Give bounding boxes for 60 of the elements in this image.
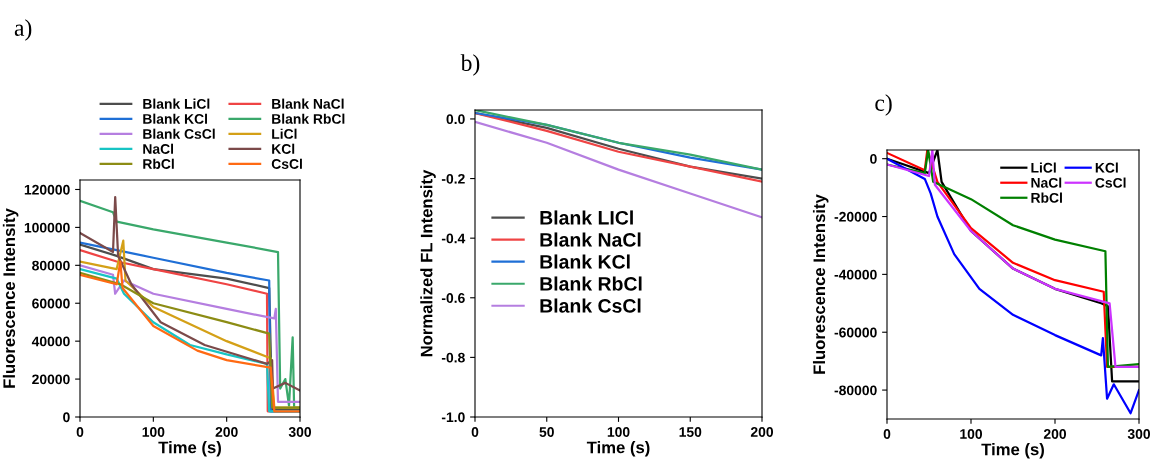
legend-label: Blank RbCl	[272, 113, 345, 124]
y-tick-label: -0.6	[441, 293, 465, 303]
x-tick-label: 200	[215, 427, 238, 437]
legend-label: RbCl	[143, 158, 174, 169]
x-axis-title: Time (s)	[586, 441, 650, 457]
legend-label: Blank NaCl	[540, 232, 641, 247]
y-tick-label: -20000	[834, 211, 877, 222]
y-tick-label: 80000	[32, 260, 70, 271]
x-tick-label: 100	[607, 427, 630, 437]
legend-label: CsCl	[1095, 177, 1126, 188]
x-tick-label: 150	[679, 427, 702, 437]
x-tick-label: 200	[750, 427, 774, 437]
legend-label: Blank KCl	[143, 113, 207, 124]
legend-label: KCl	[272, 143, 295, 154]
y-tick-label: -1.0	[441, 412, 465, 423]
legend-label: KCl	[1095, 162, 1118, 173]
y-tick-label: -0.4	[441, 233, 466, 244]
legend-label: LiCl	[1031, 162, 1056, 173]
legend-label: Blank LICl	[540, 210, 633, 225]
y-tick-label: -0.8	[441, 352, 465, 363]
y-tick-label: -80000	[834, 385, 877, 396]
legend-label: Blank NaCl	[272, 98, 344, 109]
y-tick-label: 0	[870, 154, 877, 164]
legend-label: Blank CsCl	[540, 298, 641, 313]
legend-label: NaCl	[143, 143, 174, 154]
x-axis-title: Time (s)	[981, 443, 1044, 459]
y-axis-title: Fluorescence Intensity	[812, 194, 829, 374]
y-tick-label: 0.0	[446, 114, 465, 125]
x-tick-label: 0	[883, 429, 891, 439]
legend-label: Blank KCl	[540, 254, 630, 269]
y-tick-label: 100000	[24, 222, 70, 233]
x-tick-label: 100	[142, 427, 165, 437]
y-tick-label: 0	[63, 412, 70, 423]
x-tick-label: 50	[539, 427, 554, 437]
y-tick-label: 40000	[31, 336, 70, 347]
x-tick-label: 300	[288, 427, 312, 437]
chart-title: c)	[875, 94, 892, 116]
legend-label: CsCl	[271, 158, 302, 169]
x-tick-label: 0	[76, 427, 84, 437]
y-axis-title: Normalized FL Intensity	[420, 169, 436, 357]
y-tick-label: -0.2	[441, 173, 465, 184]
legend-label: Blank LiCl	[143, 98, 210, 109]
x-axis-title: Time (s)	[158, 441, 221, 457]
y-tick-label: -60000	[834, 327, 877, 338]
legend-label: LiCl	[272, 128, 297, 139]
y-tick-label: 120000	[24, 184, 70, 195]
legend-label: NaCl	[1031, 177, 1062, 188]
legend-label: Blank CsCl	[143, 128, 215, 139]
legend-label: Blank RbCl	[540, 276, 642, 291]
x-tick-label: 200	[1043, 429, 1067, 439]
y-tick-label: 60000	[32, 298, 70, 309]
x-tick-label: 0	[471, 427, 479, 437]
y-axis-title: Fluorescence Intensity	[2, 208, 19, 388]
y-tick-label: 20000	[32, 374, 70, 385]
chart-title: a)	[14, 19, 32, 41]
legend-label: RbCl	[1031, 192, 1062, 203]
x-tick-label: 100	[960, 429, 983, 439]
x-tick-label: 300	[1127, 429, 1151, 439]
chart-title: b)	[460, 54, 480, 76]
y-tick-label: -40000	[834, 269, 877, 280]
